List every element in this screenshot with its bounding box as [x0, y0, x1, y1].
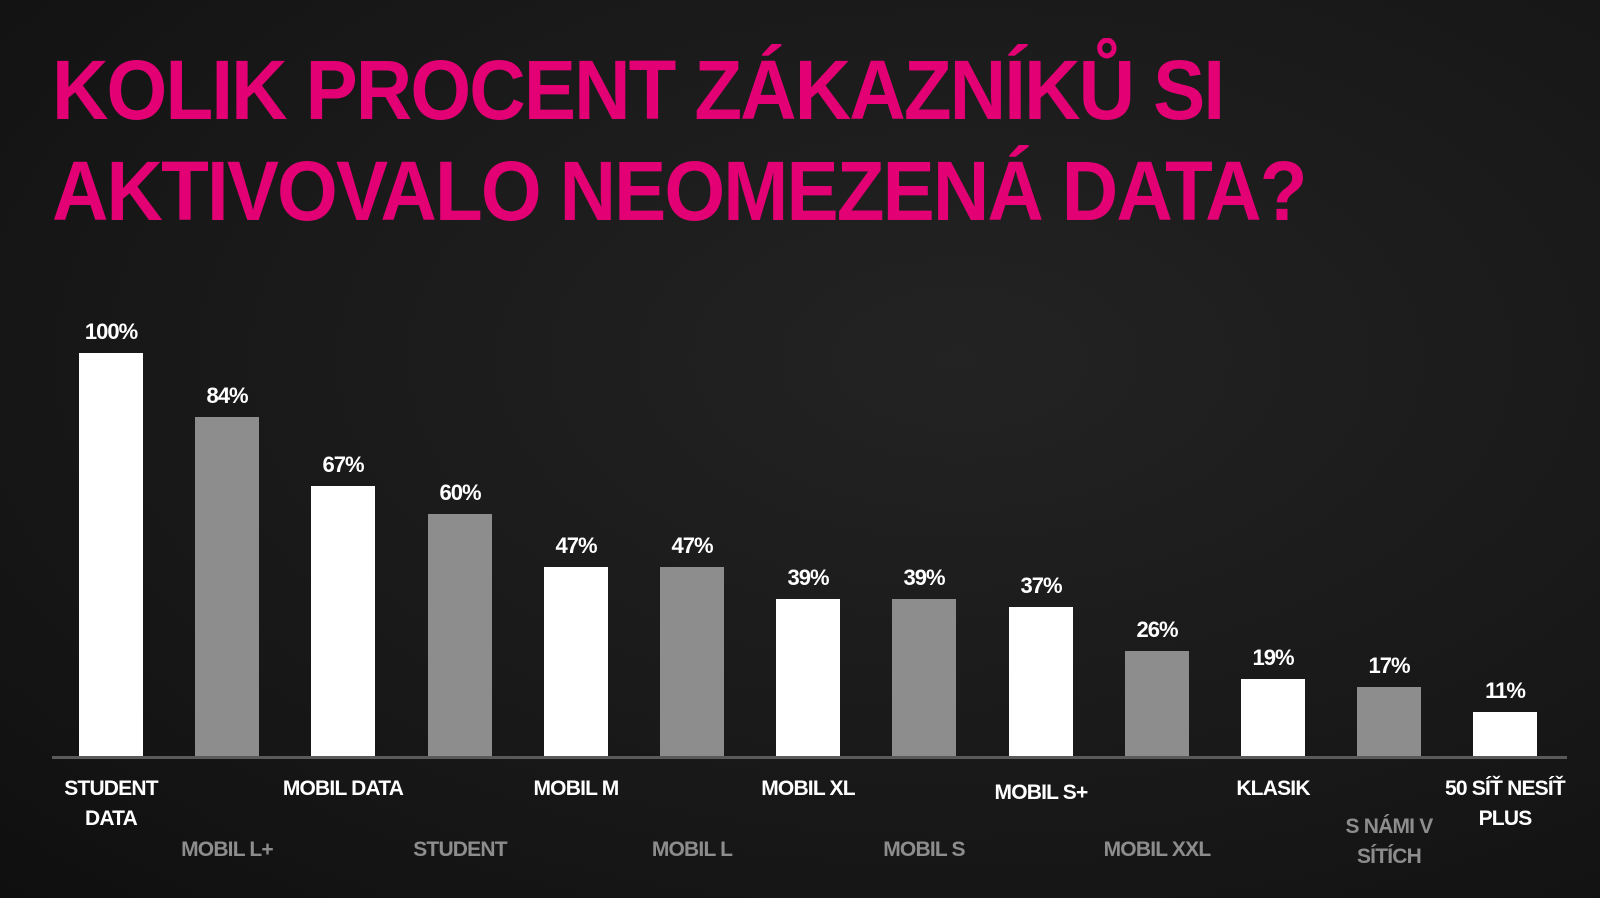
- bar-value-label: 84%: [206, 383, 248, 408]
- category-label: MOBIL L: [651, 838, 733, 861]
- bar-value-label: 17%: [1368, 653, 1410, 678]
- category-label: KLASIK: [1236, 777, 1310, 800]
- title-line-1: KOLIK PROCENT ZÁKAZNÍKŮ SI: [52, 43, 1225, 137]
- category-label: MOBIL XL: [761, 777, 855, 800]
- category-label: STUDENT DATA: [64, 777, 158, 830]
- category-label: S NÁMI V SÍTÍCH: [1345, 815, 1434, 868]
- bar: [544, 567, 608, 756]
- bar-value-label: 11%: [1485, 678, 1526, 703]
- x-axis-line: [52, 756, 1567, 759]
- category-label: 50 SÍŤ NESÍŤ PLUS: [1445, 777, 1566, 830]
- bar: [1357, 687, 1421, 756]
- category-label: MOBIL L+: [181, 838, 274, 861]
- bar-value-label: 39%: [787, 565, 829, 590]
- category-label: MOBIL XXL: [1103, 838, 1212, 861]
- bar: [660, 567, 724, 756]
- bar: [1125, 651, 1189, 756]
- bar: [892, 599, 956, 756]
- bar: [311, 486, 375, 756]
- bar-value-label: 47%: [671, 533, 713, 558]
- category-label: MOBIL S: [883, 838, 965, 861]
- category-label: MOBIL M: [533, 777, 619, 800]
- bar-value-label: 26%: [1136, 617, 1178, 642]
- title-line-2: AKTIVOVALO NEOMEZENÁ DATA?: [52, 144, 1307, 238]
- bar: [428, 514, 492, 756]
- bar: [1009, 607, 1073, 756]
- bar-value-label: 47%: [555, 533, 597, 558]
- bar-value-label: 39%: [903, 565, 945, 590]
- bar-value-label: 67%: [322, 452, 364, 477]
- bar-value-label: 60%: [439, 480, 481, 505]
- bar-value-label: 19%: [1252, 645, 1294, 670]
- category-label: MOBIL S+: [994, 781, 1089, 804]
- bar-value-label: 100%: [84, 319, 138, 344]
- bar: [1473, 712, 1537, 756]
- category-label: MOBIL DATA: [282, 777, 404, 800]
- bar: [79, 353, 143, 756]
- bar: [776, 599, 840, 756]
- chart-title: KOLIK PROCENT ZÁKAZNÍKŮ SI AKTIVOVALO NE…: [52, 40, 1307, 242]
- bar-value-label: 37%: [1020, 573, 1062, 598]
- bar: [195, 417, 259, 756]
- category-label: STUDENT: [413, 838, 507, 861]
- bar: [1241, 679, 1305, 756]
